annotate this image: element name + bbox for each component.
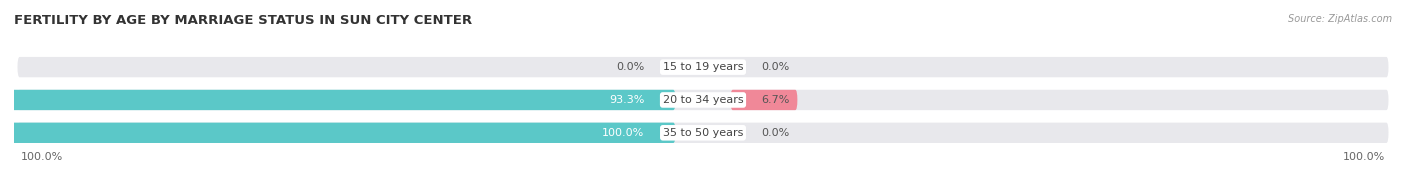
FancyBboxPatch shape (13, 90, 675, 110)
FancyBboxPatch shape (731, 90, 797, 110)
Text: 6.7%: 6.7% (762, 95, 790, 105)
FancyBboxPatch shape (17, 57, 1389, 77)
Text: FERTILITY BY AGE BY MARRIAGE STATUS IN SUN CITY CENTER: FERTILITY BY AGE BY MARRIAGE STATUS IN S… (14, 14, 472, 27)
Text: 35 to 50 years: 35 to 50 years (662, 128, 744, 138)
Text: 100.0%: 100.0% (602, 128, 644, 138)
Text: 100.0%: 100.0% (21, 152, 63, 162)
Text: 0.0%: 0.0% (762, 128, 790, 138)
FancyBboxPatch shape (17, 90, 1389, 110)
FancyBboxPatch shape (0, 123, 675, 143)
Text: 100.0%: 100.0% (1343, 152, 1385, 162)
Text: 0.0%: 0.0% (616, 62, 644, 72)
Text: Source: ZipAtlas.com: Source: ZipAtlas.com (1288, 14, 1392, 24)
Text: 0.0%: 0.0% (762, 62, 790, 72)
Text: 93.3%: 93.3% (609, 95, 644, 105)
FancyBboxPatch shape (17, 123, 1389, 143)
Text: 20 to 34 years: 20 to 34 years (662, 95, 744, 105)
Text: 15 to 19 years: 15 to 19 years (662, 62, 744, 72)
